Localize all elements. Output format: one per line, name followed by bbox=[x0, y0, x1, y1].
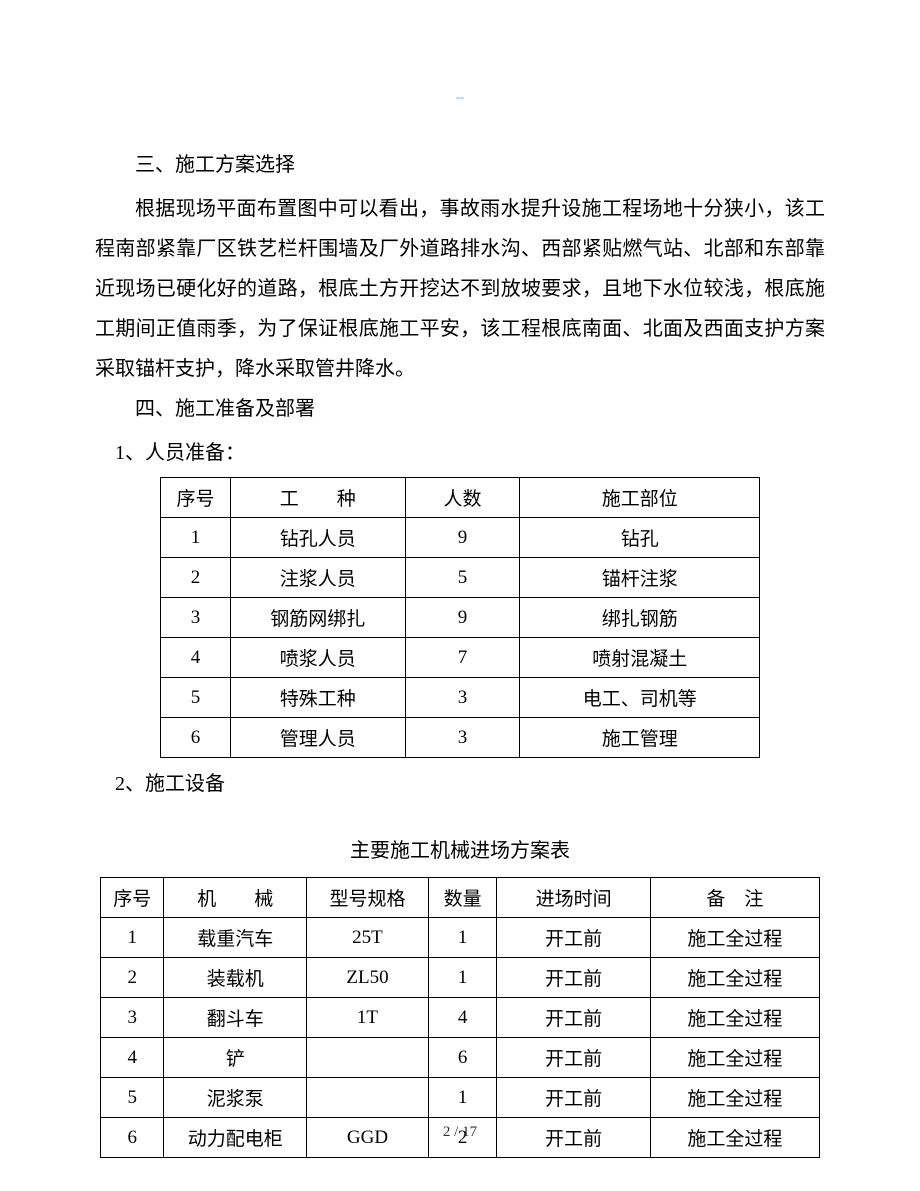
table-row: 1 载重汽车 25T 1 开工前 施工全过程 bbox=[101, 918, 820, 958]
cell: 铲 bbox=[164, 1038, 307, 1078]
col-header: 进场时间 bbox=[497, 878, 650, 918]
cell: 管理人员 bbox=[230, 718, 405, 758]
table-row: 4 喷浆人员 7 喷射混凝土 bbox=[161, 638, 760, 678]
page-number: 2 / 17 bbox=[0, 1124, 920, 1141]
cell: 4 bbox=[101, 1038, 164, 1078]
cell: 喷射混凝土 bbox=[520, 638, 760, 678]
table-header-row: 序号 工 种 人数 施工部位 bbox=[161, 478, 760, 518]
table-row: 2 注浆人员 5 锚杆注浆 bbox=[161, 558, 760, 598]
col-header: 机 械 bbox=[164, 878, 307, 918]
col-header: 备 注 bbox=[650, 878, 819, 918]
cell: 6 bbox=[428, 1038, 497, 1078]
cell: 4 bbox=[428, 998, 497, 1038]
equipment-table-caption: 主要施工机械进场方案表 bbox=[95, 834, 825, 863]
col-header: 数量 bbox=[428, 878, 497, 918]
cell: 喷浆人员 bbox=[230, 638, 405, 678]
cell: 5 bbox=[405, 558, 520, 598]
cell: ZL50 bbox=[307, 958, 429, 998]
cell: 施工全过程 bbox=[650, 958, 819, 998]
cell: 1 bbox=[428, 918, 497, 958]
table-row: 5 泥浆泵 1 开工前 施工全过程 bbox=[101, 1078, 820, 1118]
cell: 电工、司机等 bbox=[520, 678, 760, 718]
section3-body: 根据现场平面布置图中可以看出，事故雨水提升设施工程场地十分狭小，该工程南部紧靠厂… bbox=[95, 189, 825, 389]
cell: 3 bbox=[161, 598, 231, 638]
section4-title: 四、施工准备及部署 bbox=[95, 389, 825, 429]
cell: 5 bbox=[161, 678, 231, 718]
cell: 施工全过程 bbox=[650, 1078, 819, 1118]
cell: 5 bbox=[101, 1078, 164, 1118]
cell: 钻孔 bbox=[520, 518, 760, 558]
subsection1-label: 1、人员准备： bbox=[95, 433, 825, 473]
cell: 3 bbox=[405, 678, 520, 718]
table-row: 6 管理人员 3 施工管理 bbox=[161, 718, 760, 758]
table-row: 4 铲 6 开工前 施工全过程 bbox=[101, 1038, 820, 1078]
equipment-table: 序号 机 械 型号规格 数量 进场时间 备 注 1 载重汽车 25T 1 开工前… bbox=[100, 877, 820, 1158]
cell: 施工全过程 bbox=[650, 1038, 819, 1078]
cell: 9 bbox=[405, 518, 520, 558]
table-row: 2 装载机 ZL50 1 开工前 施工全过程 bbox=[101, 958, 820, 998]
cell: 翻斗车 bbox=[164, 998, 307, 1038]
col-header: 人数 bbox=[405, 478, 520, 518]
cell: 施工全过程 bbox=[650, 998, 819, 1038]
cell: 开工前 bbox=[497, 918, 650, 958]
cell: 开工前 bbox=[497, 998, 650, 1038]
section3-title: 三、施工方案选择 bbox=[95, 145, 825, 185]
col-header: 序号 bbox=[101, 878, 164, 918]
col-header: 工 种 bbox=[230, 478, 405, 518]
cell: 施工管理 bbox=[520, 718, 760, 758]
col-header: 型号规格 bbox=[307, 878, 429, 918]
cell: 锚杆注浆 bbox=[520, 558, 760, 598]
cell: 2 bbox=[101, 958, 164, 998]
cell: 开工前 bbox=[497, 958, 650, 998]
cell: 1T bbox=[307, 998, 429, 1038]
cell: 钢筋网绑扎 bbox=[230, 598, 405, 638]
cell: 1 bbox=[428, 1078, 497, 1118]
table-row: 3 钢筋网绑扎 9 绑扎钢筋 bbox=[161, 598, 760, 638]
cell: 绑扎钢筋 bbox=[520, 598, 760, 638]
cell: 1 bbox=[101, 918, 164, 958]
cell: 9 bbox=[405, 598, 520, 638]
col-header: 施工部位 bbox=[520, 478, 760, 518]
cell: 开工前 bbox=[497, 1038, 650, 1078]
cell: 1 bbox=[428, 958, 497, 998]
cell bbox=[307, 1078, 429, 1118]
cell bbox=[307, 1038, 429, 1078]
cell: 4 bbox=[161, 638, 231, 678]
cell: 装载机 bbox=[164, 958, 307, 998]
cell: 注浆人员 bbox=[230, 558, 405, 598]
cell: 施工全过程 bbox=[650, 918, 819, 958]
personnel-table: 序号 工 种 人数 施工部位 1 钻孔人员 9 钻孔 2 注浆人员 5 锚杆注 bbox=[160, 477, 760, 758]
cell: 1 bbox=[161, 518, 231, 558]
cell: 3 bbox=[405, 718, 520, 758]
subsection2-label: 2、施工设备 bbox=[95, 764, 825, 804]
col-header: 序号 bbox=[161, 478, 231, 518]
cell: 载重汽车 bbox=[164, 918, 307, 958]
table-row: 5 特殊工种 3 电工、司机等 bbox=[161, 678, 760, 718]
table-header-row: 序号 机 械 型号规格 数量 进场时间 备 注 bbox=[101, 878, 820, 918]
cell: 3 bbox=[101, 998, 164, 1038]
cell: 7 bbox=[405, 638, 520, 678]
cell: 钻孔人员 bbox=[230, 518, 405, 558]
cell: 6 bbox=[161, 718, 231, 758]
cell: 25T bbox=[307, 918, 429, 958]
cell: 特殊工种 bbox=[230, 678, 405, 718]
cell: 泥浆泵 bbox=[164, 1078, 307, 1118]
table-row: 1 钻孔人员 9 钻孔 bbox=[161, 518, 760, 558]
header-marker: -- bbox=[95, 90, 825, 105]
cell: 2 bbox=[161, 558, 231, 598]
table-row: 3 翻斗车 1T 4 开工前 施工全过程 bbox=[101, 998, 820, 1038]
cell: 开工前 bbox=[497, 1078, 650, 1118]
